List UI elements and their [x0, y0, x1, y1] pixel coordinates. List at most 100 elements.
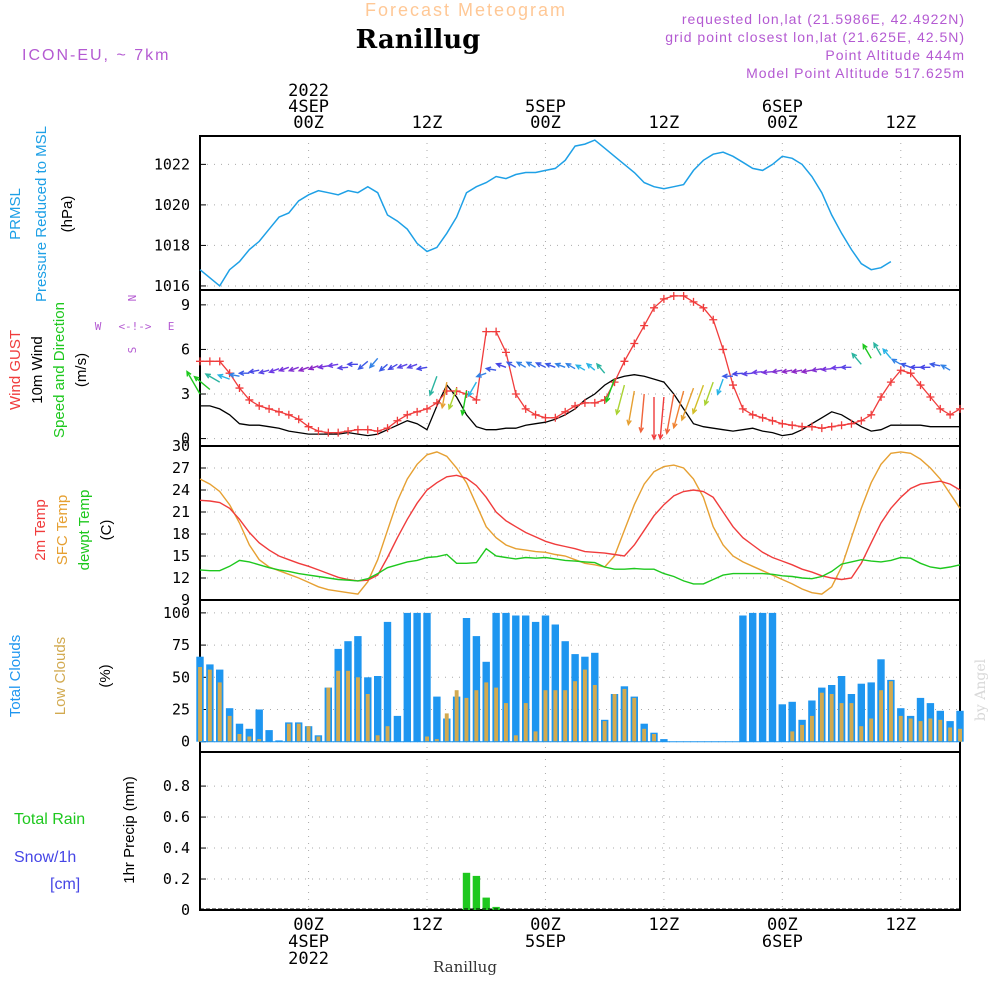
wind-direction-arrow [525, 361, 536, 368]
wind-direction-arrow [247, 368, 260, 374]
clouds-tick-label: 25 [172, 700, 190, 718]
wind-direction-arrow [703, 381, 714, 407]
wind-direction-arrow [475, 372, 487, 378]
wind-gust-marker [788, 421, 797, 430]
dewpoint-line [199, 547, 961, 585]
low-cloud-bar [859, 726, 864, 742]
bottom-time-label: 00Z [767, 915, 798, 935]
wind-direction-arrow [484, 366, 497, 372]
wind-direction-arrow [406, 363, 418, 369]
wind-gust-marker [383, 424, 392, 433]
low-cloud-bar [316, 736, 321, 742]
wind-direction-arrow [851, 352, 862, 365]
wind-gust-marker [324, 428, 333, 437]
sfc-temp-line [199, 451, 961, 595]
temp-tick-label: 9 [181, 591, 190, 609]
low-cloud-bar [652, 734, 656, 742]
wind-gust-marker [472, 395, 481, 404]
total-cloud-bar [749, 612, 757, 742]
wind-gust-marker [501, 348, 510, 357]
temp-tick-label: 12 [172, 569, 190, 587]
wind-direction-arrow [770, 368, 783, 374]
pressure-panel-frame [199, 135, 961, 291]
wind-direction-arrow [890, 358, 902, 365]
total-cloud-bar [867, 682, 875, 742]
low-cloud-bar [504, 703, 508, 742]
wind-direction-arrow [204, 373, 221, 383]
wind-direction-arrow [657, 396, 665, 441]
total-cloud-bar [531, 621, 540, 742]
wind-gust-marker [709, 315, 718, 324]
total-cloud-bar [512, 615, 520, 742]
low-cloud-bar [839, 703, 844, 742]
wind-direction-arrow [297, 366, 309, 372]
wind-gust-marker [630, 339, 639, 348]
wind-direction-arrow [336, 364, 349, 371]
wind-direction-arrow [287, 366, 299, 372]
wind-direction-arrow [638, 393, 645, 434]
compass-north: N [126, 295, 139, 302]
low-cloud-bar [375, 735, 380, 742]
low-cloud-bar [849, 703, 854, 742]
temp-tick-label: 30 [172, 437, 190, 455]
pressure-tick-label: 1016 [154, 277, 190, 295]
top-time-label: 00Z [530, 113, 561, 133]
wind-gust-marker [590, 398, 599, 407]
wind-direction-arrow [428, 375, 438, 397]
top-time-label: 6SEP [762, 97, 803, 117]
wind-gust-marker [659, 294, 668, 303]
wind-direction-arrow [839, 364, 852, 371]
wind-direction-arrow [357, 360, 369, 371]
clouds-axis-label: Low Clouds [52, 637, 69, 715]
temp-2m-line [199, 474, 961, 582]
wind-direction-arrow [615, 384, 626, 416]
wind-direction-arrow [268, 368, 280, 374]
temp-tick-label: 21 [172, 503, 190, 521]
low-cloud-bar [869, 718, 874, 742]
wind-direction-arrow [440, 381, 448, 410]
wind-gust-marker [571, 401, 580, 410]
total-cloud-bar [778, 704, 786, 742]
total-cloud-bar [768, 612, 777, 742]
low-cloud-bar [889, 681, 893, 742]
wind-gust-marker [442, 387, 451, 396]
wind-gust-marker [334, 428, 343, 437]
wind-direction-arrow [277, 366, 290, 372]
wind-gust-marker [778, 419, 787, 428]
wind-direction-arrow [800, 368, 813, 374]
wind-gust-marker [719, 345, 728, 354]
wind-gust-marker [363, 425, 372, 434]
wind-direction-arrow [574, 364, 586, 371]
low-cloud-bar [879, 690, 883, 742]
low-cloud-bar [444, 713, 449, 742]
wind-direction-arrow [565, 362, 576, 370]
wind-direction-arrow [918, 364, 931, 371]
wind-gust-marker [728, 381, 737, 390]
wind-direction-arrow [237, 370, 250, 377]
wind-direction-arrow [873, 341, 882, 356]
wind-gust-line [200, 295, 961, 434]
wind-direction-arrow [505, 361, 517, 368]
wind-gust-marker [886, 378, 895, 387]
wind-direction-arrow [741, 370, 753, 377]
bottom-time-label: 00Z [530, 915, 561, 935]
top-time-label: 12Z [885, 113, 916, 133]
low-cloud-bar [918, 721, 923, 742]
wind-gust-marker [432, 398, 441, 407]
low-cloud-bar [563, 690, 568, 742]
wind-direction-arrow [731, 370, 743, 377]
total-cloud-bar [413, 612, 421, 742]
top-time-label: 00Z [293, 113, 324, 133]
wind-direction-arrow [447, 387, 458, 411]
wind-gust-marker [916, 381, 925, 390]
total-cloud-bar [541, 615, 550, 742]
bottom-time-label: 12Z [412, 915, 443, 935]
wind-gust-marker [353, 425, 362, 434]
low-cloud-bar [306, 726, 311, 742]
low-cloud-bar [494, 687, 499, 742]
wind-gust-marker [768, 416, 777, 425]
total-cloud-bar [275, 740, 283, 742]
temp-axis-label: (C) [98, 520, 115, 541]
low-cloud-bar [247, 736, 252, 742]
low-cloud-bar [336, 670, 341, 742]
